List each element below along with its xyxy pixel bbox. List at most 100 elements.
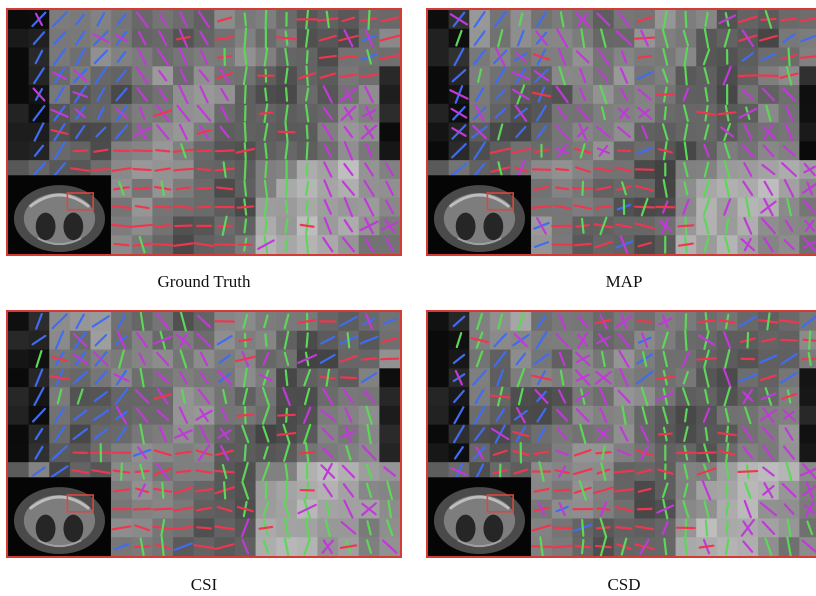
fiber-glyph [199, 30, 209, 46]
fiber-glyph [178, 406, 189, 424]
fiber-glyph [696, 467, 717, 476]
fiber-glyph [116, 314, 127, 329]
fiber-glyph [662, 178, 668, 198]
voxel-cell [428, 103, 450, 124]
voxel-cell [379, 66, 400, 86]
fiber-glyph [305, 87, 310, 102]
fiber-glyph [72, 149, 89, 153]
fiber-glyph [319, 353, 336, 364]
fiber-glyph [120, 462, 123, 481]
fiber-glyph [637, 54, 652, 59]
fiber-glyph [783, 178, 795, 198]
fiber-glyph [575, 391, 590, 402]
fiber-glyph [663, 106, 667, 121]
fiber-glyph [615, 223, 633, 229]
fiber-glyph [241, 538, 250, 555]
fiber-glyph [52, 47, 67, 66]
fiber-glyph [365, 539, 373, 555]
fiber-glyph [160, 536, 165, 556]
fiber-glyph [236, 505, 254, 513]
fiber-glyph [305, 162, 309, 177]
fiber-glyph [158, 12, 167, 27]
fiber-glyph [341, 464, 356, 479]
fiber-glyph [778, 319, 800, 324]
fiber-glyph [557, 389, 567, 404]
fiber-glyph [703, 67, 710, 85]
fiber-glyph [515, 352, 527, 366]
fiber-glyph [322, 236, 334, 253]
fiber-glyph [382, 318, 397, 325]
fiber-glyph [718, 318, 736, 325]
fiber-glyph [595, 185, 612, 191]
fiber-glyph [304, 517, 310, 539]
fiber-glyph [385, 237, 394, 252]
fiber-glyph [717, 431, 737, 437]
fiber-glyph [598, 387, 608, 406]
fiber-glyph [222, 388, 228, 405]
fiber-glyph [621, 181, 627, 196]
fiber-glyph [323, 179, 333, 198]
fiber-glyph [683, 426, 689, 442]
fiber-glyph [723, 386, 731, 407]
fiber-glyph [744, 481, 752, 499]
fiber-glyph [116, 50, 127, 64]
fiber-glyph [322, 387, 334, 406]
fiber-glyph [782, 445, 796, 460]
fiber-glyph [533, 69, 550, 82]
fiber-glyph [556, 143, 568, 158]
fiber-glyph [762, 466, 775, 477]
voxel-cell [8, 47, 30, 67]
fiber-glyph [801, 182, 816, 194]
fiber-glyph [152, 507, 174, 511]
fiber-glyph [637, 241, 652, 248]
fiber-glyph [238, 338, 253, 343]
fiber-glyph [740, 518, 755, 537]
fiber-glyph [535, 30, 548, 46]
fiber-glyph [702, 197, 711, 217]
fiber-glyph [54, 407, 66, 424]
fiber-glyph [235, 147, 256, 154]
fiber-glyph [114, 387, 129, 406]
fiber-glyph [551, 544, 574, 549]
fiber-glyph [579, 67, 587, 84]
fiber-glyph [743, 499, 752, 519]
fiber-glyph [579, 87, 587, 102]
fiber-glyph [158, 425, 167, 443]
fiber-glyph [50, 129, 69, 135]
fiber-glyph [365, 482, 373, 499]
fiber-glyph [156, 124, 170, 140]
fiber-glyph [762, 426, 775, 442]
fiber-glyph [536, 407, 547, 423]
fiber-glyph [364, 162, 374, 177]
fiber-glyph [196, 526, 212, 530]
fiber-glyph [579, 143, 586, 159]
voxel-cell [379, 103, 400, 124]
voxel-cell [8, 160, 30, 180]
fiber-glyph [684, 65, 688, 86]
fiber-glyph [92, 409, 110, 422]
fiber-glyph [493, 332, 508, 348]
fiber-glyph [51, 11, 68, 28]
fiber-glyph [339, 376, 358, 380]
voxel-cell [8, 312, 30, 332]
fiber-glyph [243, 27, 248, 49]
fiber-glyph [363, 389, 375, 404]
fiber-glyph [91, 315, 110, 328]
fiber-glyph [364, 85, 374, 104]
fiber-glyph [264, 87, 268, 102]
fiber-glyph [452, 353, 466, 365]
fiber-glyph [110, 223, 133, 228]
fiber-glyph [264, 333, 268, 348]
fiber-glyph [516, 367, 526, 388]
fiber-glyph [257, 239, 275, 250]
fiber-glyph [515, 125, 527, 139]
fiber-glyph [91, 469, 111, 475]
fiber-glyph [137, 48, 147, 66]
fiber-glyph [784, 105, 794, 122]
fiber-glyph [156, 351, 170, 367]
fiber-glyph [153, 109, 173, 117]
fiber-glyph [32, 105, 46, 122]
fiber-glyph [240, 518, 250, 538]
fiber-glyph [153, 449, 172, 457]
voxel-cell [8, 349, 30, 369]
